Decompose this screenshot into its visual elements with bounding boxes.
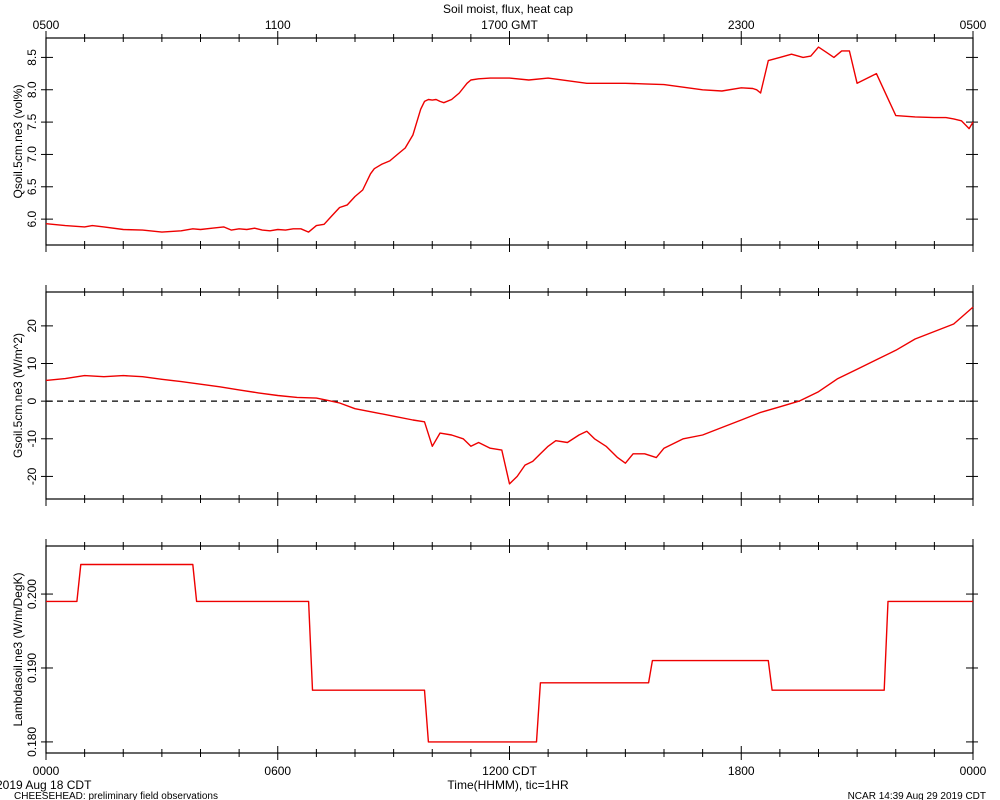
y-tick-label: 0 [25,397,39,404]
y-tick-label: 8.5 [25,49,39,66]
y-axis-label: Gsoil.5cm.ne3 (W/m^2) [11,333,25,458]
top-tick-label: 1100 [265,18,291,32]
series-line [46,563,973,743]
bottom-tick-label: 1800 [728,764,755,778]
panel-frame [45,291,974,500]
start-date-label: 2019 Aug 18 CDT [0,778,92,792]
y-tick-label: 20 [25,319,39,333]
footer-right: NCAR 14:39 Aug 29 2019 CDT [848,791,986,800]
y-axis-label: Qsoil.5cm.ne3 (vol%) [11,84,25,198]
y-tick-label: 10 [25,357,39,371]
chart-title: Soil moist, flux, heat cap [443,2,573,16]
y-tick-label: 7.0 [25,146,39,163]
bottom-tick-label: 0000 [33,764,60,778]
bottom-tick-label: 0000 [960,764,987,778]
footer-left: CHEESEHEAD: preliminary field observatio… [14,791,218,800]
bottom-tick-label: 0600 [264,764,291,778]
series-line [45,306,974,485]
y-tick-label: 0.190 [25,653,39,683]
panel-1: 6.0 6.5 7.0 7.5 8.0 8.5 Qsoil.5cm.ne3 (vol%) [11,31,978,252]
top-tick-label: 1700 GMT [481,18,538,32]
panel-frame [45,37,974,246]
bottom-tick-label: 1200 CDT [482,764,537,778]
y-tick-label: 6.0 [25,210,39,227]
y-tick-label: 7.5 [25,113,39,130]
y-tick-label: 0.180 [25,727,39,757]
y-tick-label: 6.5 [25,178,39,195]
y-axis-label: Lambdasoil.ne3 (W/m/DegK) [11,572,25,726]
panel-frame [45,545,974,754]
y-tick-label: -20 [25,467,39,485]
y-tick-label: 8.0 [25,81,39,98]
series-line [45,46,974,233]
top-tick-label: 0500 [33,18,60,32]
top-tick-label: 2300 [728,18,755,32]
y-tick-label: -10 [25,430,39,448]
y-tick-label: 0.200 [25,579,39,609]
x-axis-label: Time(HHMM), tic=1HR [447,778,569,792]
top-tick-label: 0500 [960,18,987,32]
